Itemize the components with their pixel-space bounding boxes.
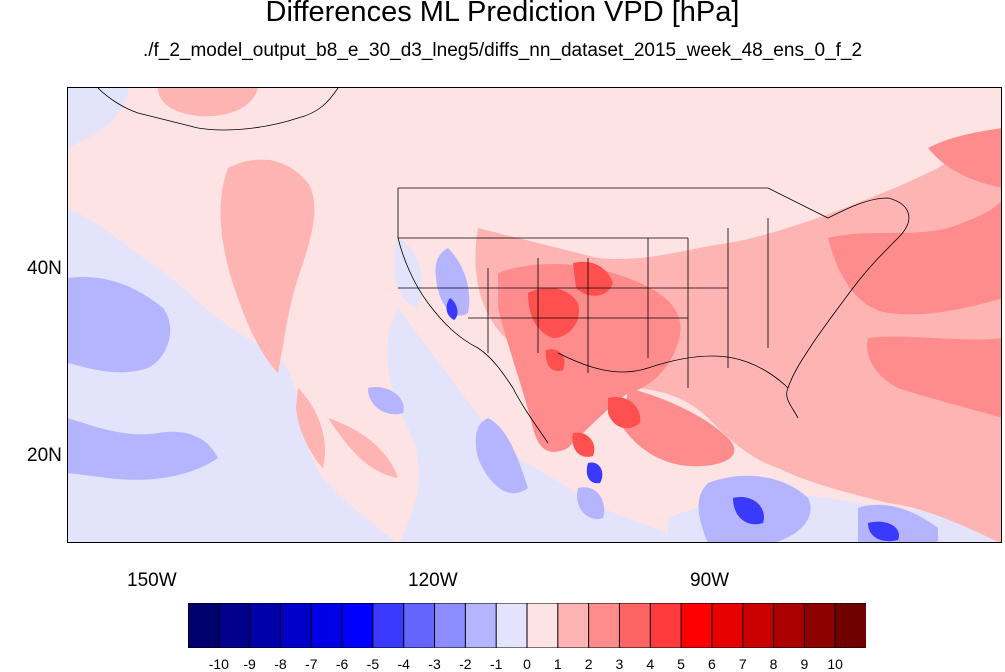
lon-label-150w: 150W <box>127 570 177 591</box>
map-subtitle: ./f_2_model_output_b8_e_30_d3_lneg5/diff… <box>142 40 863 61</box>
colorbar-tick-label: 2 <box>584 656 593 672</box>
colorbar-tick-label: -5 <box>366 656 380 672</box>
colorbar-swatch <box>803 603 837 648</box>
colorbar-swatch <box>464 603 498 648</box>
map-field <box>68 88 1001 542</box>
map-panel <box>67 87 1002 543</box>
lon-label-90w: 90W <box>690 570 730 591</box>
colorbar-swatch <box>526 603 559 648</box>
map-title: Differences ML Prediction VPD [hPa] <box>265 0 740 28</box>
colorbar-swatch <box>495 603 528 648</box>
colorbar-tick-label: 4 <box>646 656 655 672</box>
colorbar-tick-label: 10 <box>827 656 843 672</box>
colorbar-tick-label: 0 <box>523 656 531 672</box>
colorbar-tick-label: -8 <box>274 656 287 672</box>
lon-label-120w: 120W <box>408 570 458 591</box>
colorbar-tick-label: -4 <box>397 656 410 672</box>
colorbar-swatch <box>218 603 251 648</box>
colorbar-swatch <box>434 603 467 648</box>
colorbar-tick-label: -7 <box>305 656 318 672</box>
positive-field-strong <box>528 261 641 457</box>
colorbar-tick-label: 3 <box>615 656 624 672</box>
colorbar-tick-label: -9 <box>243 656 256 672</box>
colorbar-swatch <box>188 603 220 648</box>
colorbar-tick-label: 7 <box>738 656 747 672</box>
positive-field-light <box>158 88 1001 542</box>
colorbar-swatch <box>588 603 621 648</box>
colorbar-tick-label: -2 <box>459 656 472 672</box>
colorbar-swatch <box>680 603 713 648</box>
colorbar-swatch <box>711 603 744 648</box>
lat-label-20n: 20N <box>27 445 62 466</box>
colorbar-tick-label: -1 <box>489 656 503 672</box>
colorbar-tick-label: 1 <box>553 656 562 672</box>
colorbar-swatch <box>372 603 405 648</box>
colorbar-swatch <box>773 603 806 648</box>
lat-label-40n: 40N <box>27 258 62 279</box>
colorbar-tick-label: 8 <box>769 656 778 672</box>
coastline-lines <box>97 88 910 444</box>
colorbar-swatch <box>279 603 313 648</box>
colorbar-tick-label: -10 <box>208 656 229 672</box>
colorbar-tick-label: 9 <box>800 656 809 672</box>
colorbar-swatch <box>403 603 436 648</box>
colorbar-swatch <box>834 603 866 648</box>
colorbar-tick-label: -3 <box>428 656 441 672</box>
colorbar-tick-label: 6 <box>708 656 716 672</box>
colorbar-swatch <box>557 603 590 648</box>
colorbar-swatch <box>618 603 652 648</box>
colorbar-swatch <box>649 603 683 648</box>
colorbar-swatch <box>742 603 775 648</box>
colorbar-swatch <box>341 603 374 648</box>
colorbar-swatch <box>249 603 282 648</box>
colorbar-swatch <box>310 603 344 648</box>
colorbar <box>188 603 866 648</box>
colorbar-tick-label: 5 <box>677 656 685 672</box>
colorbar-tick-label: -6 <box>335 656 349 672</box>
